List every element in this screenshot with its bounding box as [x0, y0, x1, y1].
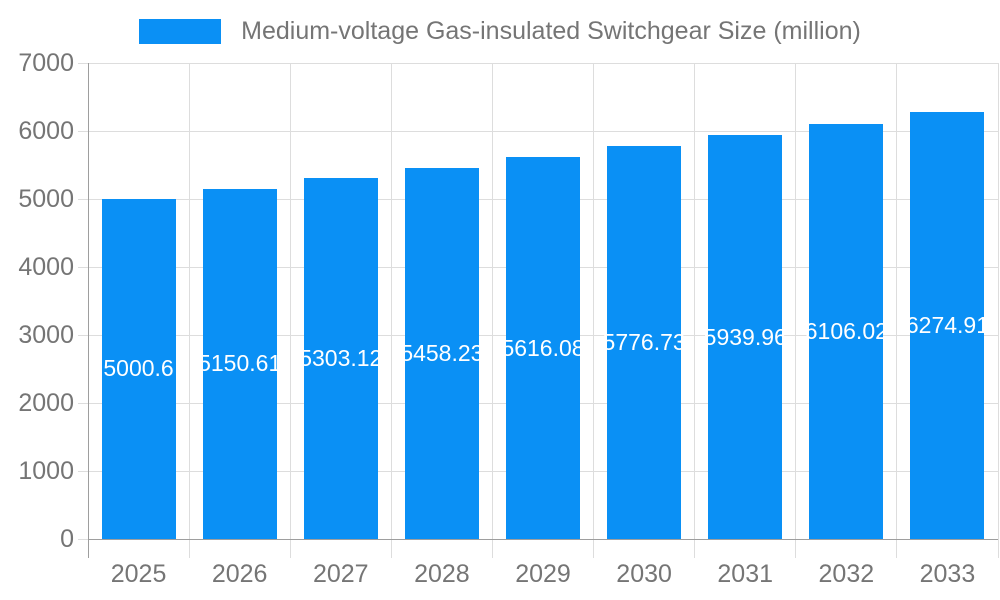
y-tick-label: 5000: [18, 185, 74, 213]
bar-value-label: 5150.61: [198, 350, 282, 377]
bar-2033[interactable]: 6274.91: [906, 112, 989, 539]
y-tick: [78, 266, 88, 268]
y-tick: [78, 402, 88, 404]
bar-2029[interactable]: 5616.08: [501, 157, 585, 539]
v-gridline: [188, 63, 190, 539]
x-tick: [896, 539, 898, 558]
x-tick-label: 2025: [110, 560, 167, 588]
v-gridline: [896, 63, 898, 539]
legend-label: Medium-voltage Gas-insulated Switchgear …: [241, 17, 861, 45]
y-tick-label: 6000: [18, 117, 74, 145]
x-tick: [694, 539, 696, 558]
v-gridline: [694, 63, 696, 539]
y-tick-label: 3000: [18, 321, 74, 349]
bar-2032[interactable]: 6106.02: [805, 123, 888, 539]
v-gridline: [491, 63, 493, 539]
bar-2030[interactable]: 5776.73: [603, 146, 686, 539]
bar-value-label: 5776.73: [602, 329, 686, 356]
x-tick-label: 2026: [211, 560, 268, 588]
x-tick: [390, 539, 392, 558]
bar-2027[interactable]: 5303.12: [299, 178, 382, 539]
y-tick-label: 0: [60, 525, 74, 553]
y-tick: [78, 334, 88, 336]
x-tick-label: 2028: [414, 560, 470, 588]
x-axis-line: [88, 538, 998, 540]
chart-legend[interactable]: Medium-voltage Gas-insulated Switchgear …: [0, 17, 1000, 46]
v-gridline: [390, 63, 392, 539]
x-tick-label: 2030: [616, 560, 672, 588]
bar-2025[interactable]: 5000.6: [101, 198, 176, 539]
v-gridline: [593, 63, 595, 539]
x-tick-label: 2031: [717, 560, 774, 588]
bar-value-label: 5303.12: [299, 345, 383, 372]
x-tick: [491, 539, 493, 558]
h-gridline: [88, 62, 998, 64]
y-tick: [78, 198, 88, 200]
bar-value-label: 5458.23: [400, 339, 484, 366]
legend-swatch[interactable]: [139, 19, 222, 44]
x-tick: [795, 539, 797, 558]
bar-2026[interactable]: 5150.61: [198, 188, 281, 539]
y-tick: [78, 130, 88, 132]
v-gridline: [997, 63, 999, 539]
y-tick-label: 7000: [18, 49, 74, 77]
y-axis-line: [87, 63, 89, 558]
x-tick-label: 2033: [919, 560, 976, 588]
x-tick-label: 2032: [818, 560, 875, 588]
h-gridline: [88, 130, 998, 132]
v-gridline: [289, 63, 291, 539]
bar-value-label: 5616.08: [501, 334, 585, 361]
bar-value-label: 6274.91: [905, 312, 990, 339]
y-tick-label: 1000: [18, 457, 74, 485]
y-tick: [78, 538, 88, 540]
bar-2028[interactable]: 5458.23: [400, 167, 483, 539]
y-tick: [78, 470, 88, 472]
x-tick: [289, 539, 291, 558]
x-tick: [188, 539, 190, 558]
bar-value-label: 5000.6: [103, 355, 174, 382]
x-tick: [593, 539, 595, 558]
y-tick: [78, 62, 88, 64]
x-tick: [997, 539, 999, 558]
x-tick-label: 2027: [312, 560, 369, 588]
bar-value-label: 6106.02: [804, 317, 888, 344]
x-tick-label: 2029: [515, 560, 571, 588]
y-tick-label: 2000: [18, 389, 74, 417]
bar-value-label: 5939.96: [703, 323, 787, 350]
v-gridline: [795, 63, 797, 539]
bar-2031[interactable]: 5939.96: [704, 135, 787, 539]
y-tick-label: 4000: [18, 253, 74, 281]
